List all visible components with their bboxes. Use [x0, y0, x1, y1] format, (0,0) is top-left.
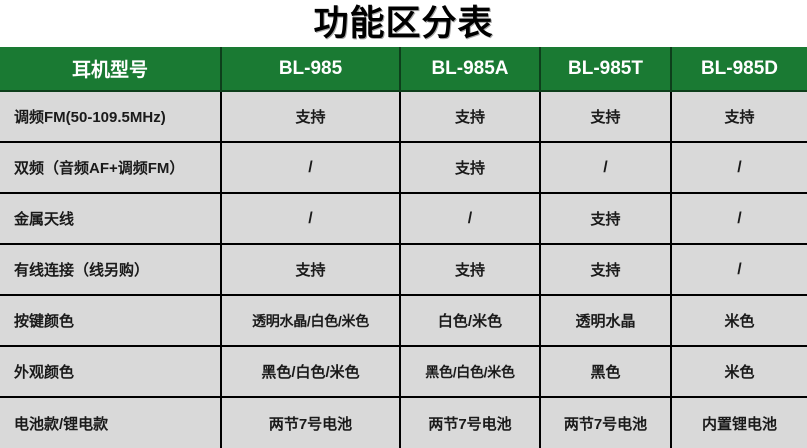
table-row: 金属天线 / / 支持 /: [0, 193, 807, 245]
cell-value: 支持: [540, 193, 672, 245]
table-row: 调频FM(50-109.5MHz) 支持 支持 支持 支持: [0, 91, 807, 143]
cell-value: 黑色/白色/米色: [221, 346, 401, 398]
cell-value: /: [671, 244, 807, 296]
cell-value: /: [400, 193, 541, 245]
feature-comparison-table: 耳机型号 BL-985 BL-985A BL-985T BL-985D 调频FM…: [0, 47, 807, 448]
table-row: 按键颜色 透明水晶/白色/米色 白色/米色 透明水晶 米色: [0, 295, 807, 347]
cell-value: /: [221, 193, 401, 245]
column-header-bl985a: BL-985A: [400, 47, 541, 92]
title-bar: 功能区分表: [0, 0, 807, 47]
cell-value: /: [221, 142, 401, 194]
cell-value: 两节7号电池: [400, 397, 541, 448]
row-label: 按键颜色: [0, 295, 222, 347]
cell-value: 支持: [671, 91, 807, 143]
page-title: 功能区分表: [313, 4, 494, 43]
cell-value: 支持: [400, 142, 541, 194]
row-label: 调频FM(50-109.5MHz): [0, 91, 222, 143]
cell-value: /: [671, 193, 807, 245]
cell-value: 内置锂电池: [671, 397, 807, 448]
cell-value: 两节7号电池: [221, 397, 401, 448]
cell-value: 支持: [540, 244, 672, 296]
cell-value: 米色: [671, 295, 807, 347]
cell-value: 米色: [671, 346, 807, 398]
row-label: 有线连接（线另购）: [0, 244, 222, 296]
table-row: 外观颜色 黑色/白色/米色 黑色/白色/米色 黑色 米色: [0, 346, 807, 398]
row-label: 电池款/锂电款: [0, 397, 222, 448]
cell-value: 支持: [400, 91, 541, 143]
column-header-feature: 耳机型号: [0, 47, 222, 92]
table-row: 双频（音频AF+调频FM） / 支持 / /: [0, 142, 807, 194]
table-row: 电池款/锂电款 两节7号电池 两节7号电池 两节7号电池 内置锂电池: [0, 397, 807, 448]
column-header-bl985: BL-985: [221, 47, 401, 92]
cell-value: 黑色: [540, 346, 672, 398]
cell-value: 两节7号电池: [540, 397, 672, 448]
row-label: 金属天线: [0, 193, 222, 245]
row-label: 外观颜色: [0, 346, 222, 398]
cell-value: 支持: [400, 244, 541, 296]
cell-value: /: [540, 142, 672, 194]
column-header-bl985d: BL-985D: [671, 47, 807, 92]
row-label: 双频（音频AF+调频FM）: [0, 142, 222, 194]
cell-value: 支持: [221, 91, 401, 143]
cell-value: 黑色/白色/米色: [400, 346, 541, 398]
header-row: 耳机型号 BL-985 BL-985A BL-985T BL-985D: [0, 47, 807, 92]
table-body: 调频FM(50-109.5MHz) 支持 支持 支持 支持 双频（音频AF+调频…: [0, 91, 807, 448]
table-header: 耳机型号 BL-985 BL-985A BL-985T BL-985D: [0, 47, 807, 92]
column-header-bl985t: BL-985T: [540, 47, 672, 92]
cell-value: /: [671, 142, 807, 194]
cell-value: 支持: [540, 91, 672, 143]
cell-value: 支持: [221, 244, 401, 296]
table-row: 有线连接（线另购） 支持 支持 支持 /: [0, 244, 807, 296]
cell-value: 透明水晶: [540, 295, 672, 347]
cell-value: 透明水晶/白色/米色: [221, 295, 401, 347]
cell-value: 白色/米色: [400, 295, 541, 347]
